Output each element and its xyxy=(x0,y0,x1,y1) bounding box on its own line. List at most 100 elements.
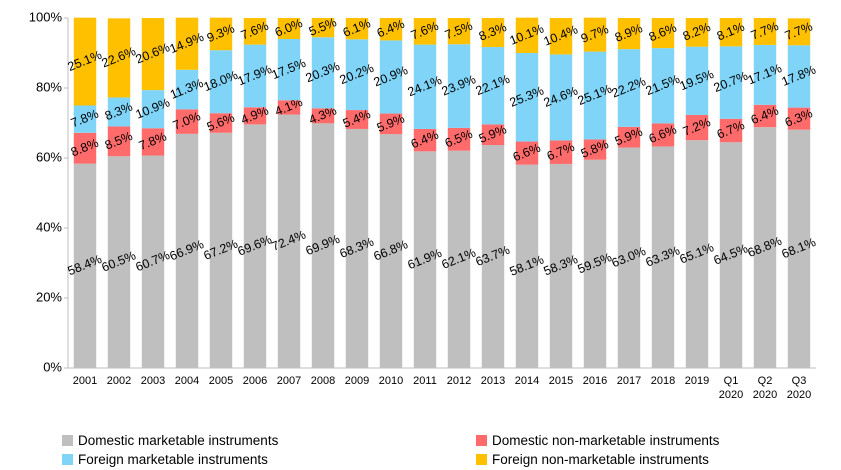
bar-segment xyxy=(583,159,607,368)
bar-segment xyxy=(311,108,335,124)
bar-segment xyxy=(277,18,301,39)
x-tick-label: 2011 xyxy=(413,375,437,387)
bar-segment xyxy=(447,127,471,151)
bar-segment xyxy=(277,100,301,115)
legend-swatch xyxy=(476,435,487,446)
bar-segment xyxy=(719,118,743,143)
bar-segment xyxy=(617,126,641,148)
bar-segment xyxy=(719,46,743,119)
bar-segment xyxy=(787,45,811,108)
legend-label: Foreign marketable instruments xyxy=(78,452,268,467)
bar-segment xyxy=(583,17,607,52)
bar-segment xyxy=(413,151,437,368)
bar-segment xyxy=(515,53,539,142)
legend-swatch xyxy=(476,454,487,465)
bar-segment xyxy=(617,147,641,368)
bar-segment xyxy=(753,104,777,128)
bar-segment xyxy=(447,44,471,128)
bar-segment xyxy=(515,164,539,368)
bar-segment xyxy=(141,18,165,91)
bar-segment xyxy=(379,134,403,368)
legend-item: Domestic marketable instruments xyxy=(62,433,278,448)
bar-segment xyxy=(175,17,199,70)
bar-segment xyxy=(753,44,777,105)
bar-segment xyxy=(141,128,165,156)
x-tick-label: 2014 xyxy=(514,375,540,387)
y-tick-label: 100% xyxy=(29,9,63,24)
bar-segment xyxy=(345,18,369,40)
bar-segment xyxy=(651,123,675,147)
legend-label: Domestic marketable instruments xyxy=(78,433,279,448)
x-tick-label: Q2 2020 xyxy=(752,375,778,401)
bar-segment xyxy=(685,140,709,368)
bar-segment xyxy=(413,128,437,152)
bar-segment xyxy=(447,150,471,368)
x-tick-label: 2001 xyxy=(72,375,98,387)
x-tick-label: 2003 xyxy=(140,375,166,387)
bar-segment xyxy=(141,155,165,368)
bar-segment xyxy=(73,105,97,133)
x-tick-label: 2009 xyxy=(344,375,370,387)
x-tick-label: 2012 xyxy=(446,375,472,387)
x-tick-label: 2013 xyxy=(480,375,506,387)
bar-segment xyxy=(753,18,777,45)
bar-segment xyxy=(617,49,641,127)
bar-segment xyxy=(379,18,403,41)
bar-segment xyxy=(107,18,131,98)
bar-segment xyxy=(481,145,505,368)
bar-segment xyxy=(379,40,403,114)
bar-segment xyxy=(209,50,233,114)
bar-segment xyxy=(481,47,505,125)
bar-segment xyxy=(685,46,709,115)
bar-segment xyxy=(243,124,267,369)
bar-segment xyxy=(549,140,573,164)
x-tick-label: Q1 2020 xyxy=(718,375,744,401)
y-tick-label: 0% xyxy=(43,359,62,374)
bar-segment xyxy=(277,114,301,368)
bar-segment xyxy=(311,37,335,109)
bar-segment xyxy=(73,132,97,164)
legend-swatch xyxy=(62,454,73,465)
x-tick-label: 2017 xyxy=(616,375,642,387)
y-tick-label: 20% xyxy=(36,289,62,304)
bar-segment xyxy=(209,132,233,368)
bar-segment xyxy=(243,44,267,108)
bar-segment xyxy=(583,51,607,140)
legend-label: Foreign non-marketable instruments xyxy=(492,452,709,467)
bar-segment xyxy=(651,146,675,368)
bar-segment xyxy=(73,17,97,106)
legend-item: Foreign non-marketable instruments xyxy=(476,452,709,467)
bar-segment xyxy=(345,110,369,129)
bar-segment xyxy=(73,163,97,368)
x-tick-label: 2006 xyxy=(242,375,268,387)
x-tick-label: 2004 xyxy=(174,375,200,387)
legend-label: Domestic non-marketable instruments xyxy=(492,433,720,448)
bar-segment xyxy=(787,129,811,368)
legend-item: Domestic non-marketable instruments xyxy=(476,433,719,448)
x-tick-label: 2016 xyxy=(582,375,608,387)
y-tick-label: 60% xyxy=(36,149,62,164)
bar-segment xyxy=(209,17,233,51)
bar-segment xyxy=(753,127,777,368)
bar-segment xyxy=(243,18,267,45)
bar-segment xyxy=(685,114,709,141)
bar-segment xyxy=(277,39,301,101)
bar-segment xyxy=(345,128,369,368)
bar-segment xyxy=(481,18,505,48)
legend-swatch xyxy=(62,435,73,446)
bar-segment xyxy=(583,139,607,160)
x-tick-label: 2002 xyxy=(106,375,132,387)
x-tick-label: Q3 2020 xyxy=(786,375,812,401)
bar-segment xyxy=(515,141,539,165)
bar-segment xyxy=(345,39,369,111)
x-tick-label: 2015 xyxy=(548,375,574,387)
bar-segment xyxy=(651,18,675,49)
bar-segment xyxy=(549,54,573,141)
bar-segment xyxy=(107,97,131,127)
bar-segment xyxy=(549,18,573,55)
bar-segment xyxy=(311,18,335,38)
bar-segment xyxy=(311,123,335,368)
x-tick-label: 2019 xyxy=(684,375,710,387)
